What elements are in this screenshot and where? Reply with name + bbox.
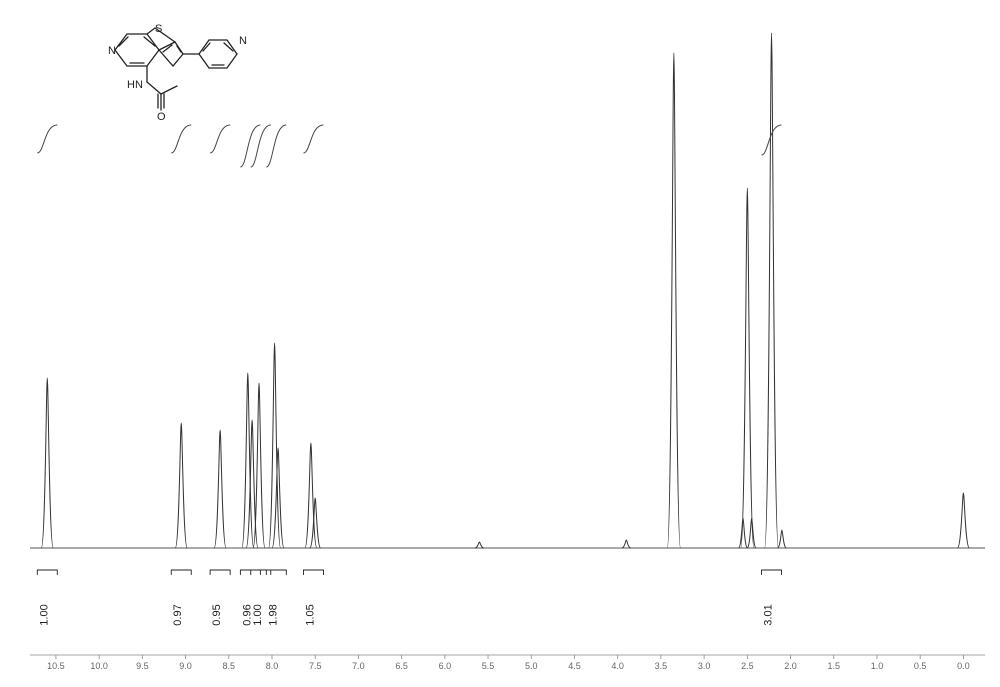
o-label: O: [157, 111, 166, 120]
axis-tick-label: 5.5: [482, 661, 495, 671]
axis-tick-label: 7.0: [352, 661, 365, 671]
integral-bracket: [171, 570, 191, 575]
axis-tick-label: 7.5: [309, 661, 322, 671]
axis-tick-label: 1.5: [827, 661, 840, 671]
axis-tick-label: 9.5: [136, 661, 149, 671]
integral-label: 1.05: [304, 604, 316, 625]
nmr-peak: [739, 518, 748, 548]
integral-curve: [266, 125, 286, 167]
integral-bracket: [762, 570, 782, 575]
nmr-peak: [253, 383, 265, 548]
nmr-peak: [777, 530, 786, 548]
integral-label: 3.01: [763, 604, 775, 625]
nmr-peak: [214, 430, 226, 548]
axis-tick-label: 2.0: [784, 661, 797, 671]
integral-curve: [762, 125, 782, 155]
axis-tick-label: 0.5: [914, 661, 927, 671]
integral-bracket: [303, 570, 323, 575]
axis-tick-label: 8.0: [266, 661, 279, 671]
axis-tick-label: 10.0: [90, 661, 108, 671]
axis-tick-label: 8.5: [223, 661, 236, 671]
integral-bracket: [210, 570, 230, 575]
nmr-peak: [741, 188, 754, 548]
nmr-peak: [475, 542, 484, 548]
axis-tick-label: 4.5: [568, 661, 581, 671]
axis-tick-label: 9.0: [179, 661, 192, 671]
nmr-peak: [957, 493, 969, 548]
hn-label: HN: [127, 79, 143, 91]
axis-tick-label: 4.0: [611, 661, 624, 671]
integral-curve: [240, 125, 260, 167]
axis-tick-label: 2.5: [741, 661, 754, 671]
axis-tick-label: 6.5: [395, 661, 408, 671]
nmr-peak: [41, 378, 53, 548]
integral-bracket: [266, 570, 286, 575]
axis-tick-label: 3.5: [655, 661, 668, 671]
integral-bracket: [37, 570, 57, 575]
axis-tick-label: 10.5: [47, 661, 65, 671]
nmr-peak: [667, 53, 680, 548]
n1-label: N: [108, 45, 116, 57]
nmr-peak: [747, 518, 756, 548]
nmr-peak: [242, 373, 254, 548]
integral-label: 1.00: [38, 604, 50, 625]
nmr-peak: [622, 540, 631, 548]
integral-curve: [251, 125, 271, 167]
integral-label: 0.95: [211, 604, 223, 625]
molecule-structure: N S N HN O: [95, 10, 275, 120]
axis-tick-label: 3.0: [698, 661, 711, 671]
axis-tick-label: 1.0: [871, 661, 884, 671]
integral-label: 1.00: [252, 604, 264, 625]
integral-label: 1.98: [267, 604, 279, 625]
integral-curve: [37, 125, 57, 153]
integral-curve: [303, 125, 323, 153]
nmr-peak: [305, 443, 317, 548]
integral-curve: [210, 125, 230, 153]
nmr-peak: [269, 343, 281, 548]
axis-tick-label: 6.0: [439, 661, 452, 671]
integral-label: 0.97: [172, 604, 184, 625]
integral-curve: [171, 125, 191, 153]
n2-label: N: [239, 35, 247, 47]
axis-tick-label: 5.0: [525, 661, 538, 671]
axis-tick-label: 0.0: [957, 661, 970, 671]
nmr-peak: [765, 33, 779, 548]
nmr-peak: [175, 423, 187, 548]
